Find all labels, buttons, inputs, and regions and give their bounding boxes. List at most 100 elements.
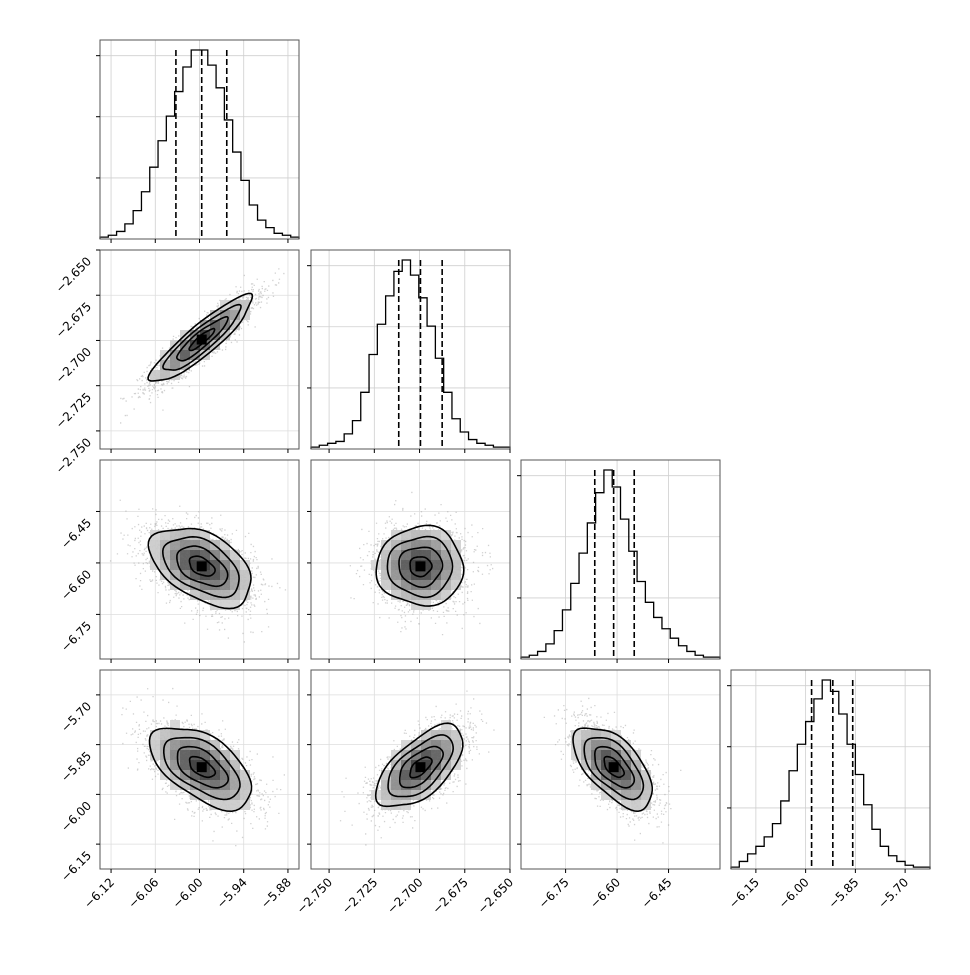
density-cell: [591, 770, 601, 780]
density-cell: [200, 550, 210, 560]
contour-2: [163, 736, 241, 801]
density-cell: [431, 730, 441, 740]
x-tick-label-3-3: −5.70: [875, 875, 911, 911]
density-cell: [631, 780, 641, 790]
y-tick-label-1-0: −2.750: [53, 435, 94, 476]
density-cell: [190, 590, 200, 600]
density-cell: [210, 340, 220, 350]
density-cell: [150, 740, 160, 750]
y-tick-label-2-0: −6.75: [58, 619, 94, 655]
density-cell: [170, 540, 180, 550]
x-tick-label-1-0: −2.750: [294, 875, 335, 916]
density-cell: [170, 560, 180, 570]
x-tick-label-3-0: −6.15: [726, 875, 762, 911]
density-cell: [220, 800, 230, 810]
density-cell: [210, 800, 220, 810]
density-cell: [150, 550, 160, 560]
density-cell: [641, 770, 651, 780]
density-cell: [631, 770, 641, 780]
density-cell: [391, 770, 401, 780]
density-cell: [190, 570, 200, 580]
density-peak: [415, 762, 426, 773]
density-cell: [381, 570, 391, 580]
density-cell: [581, 750, 591, 760]
contour-2: [161, 535, 240, 599]
density-cell: [190, 750, 200, 760]
density-cell: [200, 790, 210, 800]
density-cell: [601, 750, 611, 760]
density-cell: [230, 550, 240, 560]
density-cell: [160, 570, 170, 580]
panel-1-1: [307, 249, 511, 453]
x-tick-label-0-4: −5.88: [258, 875, 294, 911]
density-cell: [220, 790, 230, 800]
density-peak: [196, 561, 207, 572]
density-cell: [210, 750, 220, 760]
density-cell: [631, 800, 641, 810]
density-cell: [160, 760, 170, 770]
density-cell: [220, 570, 230, 580]
contour-0: [188, 327, 216, 352]
contour-3: [147, 527, 252, 610]
density-peak: [608, 762, 619, 773]
density-cell: [200, 750, 210, 760]
density-cell: [391, 780, 401, 790]
density-cell: [190, 730, 200, 740]
density-cell: [441, 580, 451, 590]
density-peak: [415, 561, 426, 572]
density-cell: [391, 560, 401, 570]
density-cell: [611, 790, 621, 800]
density-cell: [411, 600, 421, 610]
contour-1: [398, 546, 444, 589]
density-cell: [180, 740, 190, 750]
density-cell: [421, 790, 431, 800]
contour-1: [176, 545, 229, 588]
density-cell: [210, 780, 220, 790]
contour-0: [409, 556, 433, 578]
axes-frame: [520, 459, 721, 660]
density-cell: [150, 730, 160, 740]
density-cell: [571, 740, 581, 750]
x-tick-label-3-1: −6.00: [776, 875, 812, 911]
density-cell: [230, 780, 240, 790]
density-cell: [631, 750, 641, 760]
panel-3-0: [96, 669, 300, 873]
contour-2: [387, 734, 455, 798]
density-cell: [451, 570, 461, 580]
panel-2-1: [307, 459, 511, 663]
density-cell: [451, 550, 461, 560]
density-cell: [160, 530, 170, 540]
y-tick-label-1-1: −2.725: [53, 390, 94, 431]
density-cell: [190, 580, 200, 590]
contour-1: [175, 316, 229, 362]
density-cell: [200, 740, 210, 750]
contour-0: [188, 755, 217, 779]
y-tick-label-3-3: −5.70: [58, 699, 94, 735]
density-cell: [621, 800, 631, 810]
density-cell: [451, 580, 461, 590]
density-cell: [411, 550, 421, 560]
density-cell: [200, 770, 210, 780]
density-cell: [441, 720, 451, 730]
histogram-3: [730, 679, 931, 869]
axes-frame: [310, 459, 511, 660]
density-cell: [441, 530, 451, 540]
density-cell: [230, 760, 240, 770]
density-cell: [421, 730, 431, 740]
density-cell: [180, 360, 190, 370]
density-cell: [451, 730, 461, 740]
density-cell: [240, 560, 250, 570]
density-cell: [170, 580, 180, 590]
density-cell: [210, 310, 220, 320]
density-cell: [421, 590, 431, 600]
density-cell: [170, 780, 180, 790]
density-cell: [371, 560, 381, 570]
density-cell: [601, 730, 611, 740]
density-cell: [190, 740, 200, 750]
density-cell: [170, 350, 180, 360]
density-cell: [210, 330, 220, 340]
density-cell: [180, 760, 190, 770]
x-tick-label-0-1: −6.06: [125, 875, 161, 911]
density-cell: [210, 320, 220, 330]
